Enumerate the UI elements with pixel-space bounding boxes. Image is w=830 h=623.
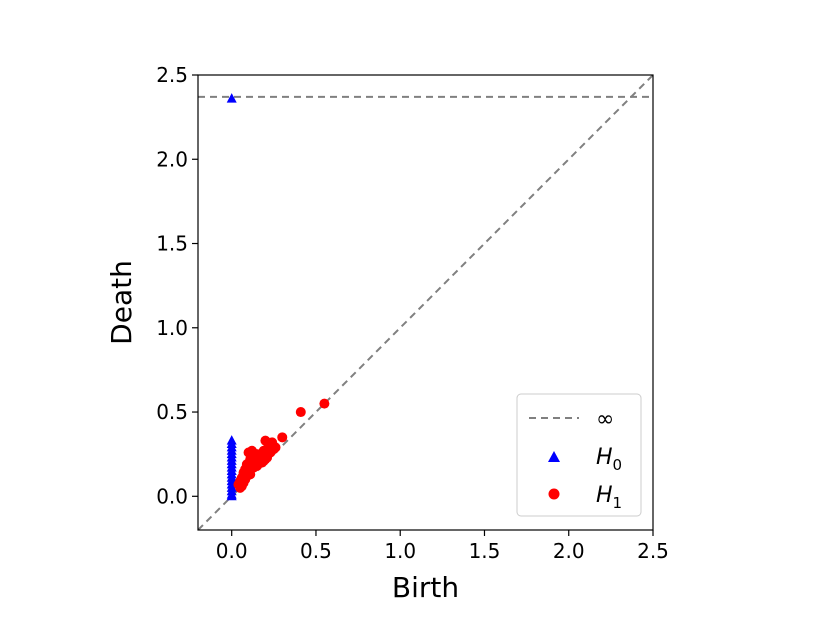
plot-marks: [198, 75, 653, 530]
x-tick-label: 0.5: [300, 539, 332, 563]
y-tick-label: 2.0: [156, 147, 188, 171]
x-tick-label: 2.5: [637, 539, 669, 563]
y-axis-label: Death: [105, 260, 138, 345]
x-tick-label: 2.0: [553, 539, 585, 563]
legend-h1-swatch: [548, 488, 560, 500]
h0-point: [226, 93, 237, 103]
legend-h1-label: H1: [596, 483, 622, 512]
y-tick-label: 0.0: [156, 484, 188, 508]
h1-point: [319, 398, 330, 409]
h1-point: [250, 454, 261, 465]
x-tick-label: 1.5: [469, 539, 501, 563]
x-tick-label: 0.0: [216, 539, 248, 563]
y-tick-label: 1.0: [156, 316, 188, 340]
y-tick-label: 1.5: [156, 232, 188, 256]
x-axis-label: Birth: [392, 571, 459, 604]
y-tick-label: 0.5: [156, 400, 188, 424]
data-points: [226, 93, 330, 501]
h1-point: [260, 454, 271, 465]
x-tick-label: 1.0: [384, 539, 416, 563]
h0-point: [226, 490, 237, 501]
y-axis: 0.0 0.5 1.0 1.5 2.0 2.5: [156, 63, 198, 508]
legend-infinity-label: ∞: [596, 407, 614, 432]
legend-h0-label: H0: [596, 445, 622, 474]
x-axis: 0.0 0.5 1.0 1.5 2.0 2.5: [216, 530, 669, 563]
y-tick-label: 2.5: [156, 63, 188, 87]
h1-point: [235, 482, 246, 493]
legend-box: [516, 393, 642, 517]
legend-h0-swatch: [548, 451, 560, 462]
h1-point: [243, 460, 254, 471]
h1-point: [277, 432, 288, 443]
plot-frame: [197, 74, 654, 531]
h1-point: [295, 407, 306, 418]
legend: ∞ H0 H1: [516, 393, 642, 517]
